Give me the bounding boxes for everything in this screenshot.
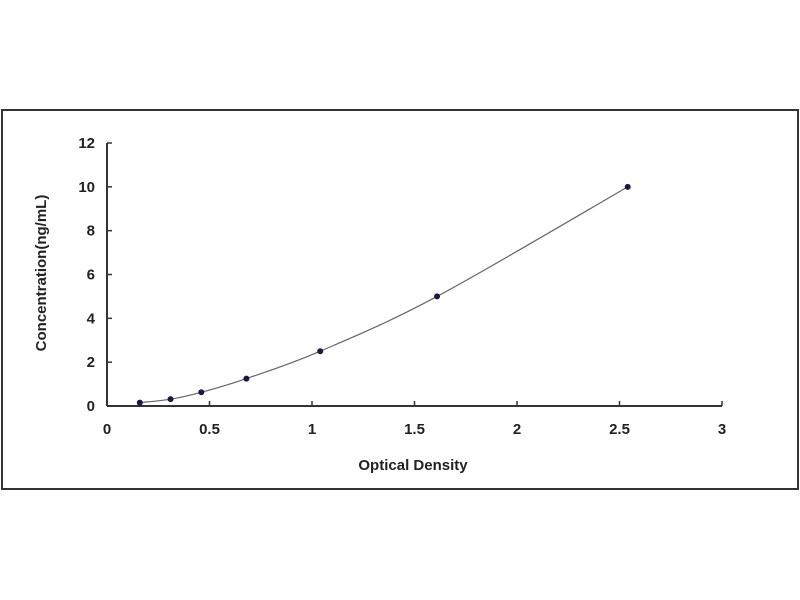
data-point [167,396,174,403]
y-tick-label: 0 [87,398,95,415]
x-tick-label: 2 [513,421,521,438]
x-tick-label: 0 [103,421,111,438]
data-point [434,293,441,300]
fit-curve [139,186,628,404]
data-point [198,389,205,396]
x-tick-label: 1.5 [404,421,425,438]
y-tick-label: 12 [78,135,95,152]
y-tick-label: 6 [87,267,95,284]
x-axis-label: Optical Density [358,457,468,474]
x-tick-label: 1 [308,421,316,438]
y-axis-label: Concentration(ng/mL) [33,195,50,352]
x-tick-label: 0.5 [199,421,220,438]
y-tick-label: 8 [87,223,95,240]
chart-frame [1,109,799,490]
y-tick-label: 4 [87,310,96,327]
data-point [317,348,324,355]
y-tick-label: 10 [78,179,95,196]
data-point [136,399,143,406]
y-tick-label: 2 [87,354,95,371]
x-tick-label: 3 [718,421,726,438]
x-tick-label: 2.5 [609,421,630,438]
data-point [243,375,250,382]
data-point [624,183,631,190]
